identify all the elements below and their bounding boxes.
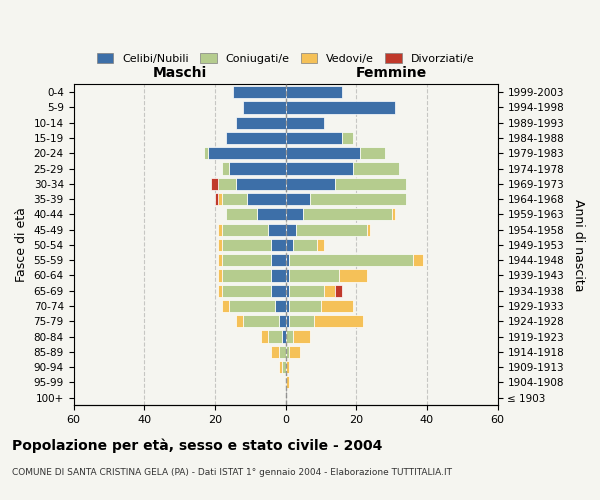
Bar [271,346,278,358]
Bar [286,132,342,144]
Bar [218,193,222,205]
Bar [335,178,406,190]
Bar [222,284,271,297]
Bar [222,162,229,174]
Bar [321,300,353,312]
Bar [229,162,286,174]
Bar [222,239,271,251]
Bar [286,254,289,266]
Bar [275,300,286,312]
Bar [310,193,406,205]
Bar [218,254,222,266]
Bar [278,346,286,358]
Bar [268,330,282,342]
Bar [222,224,268,235]
Bar [367,224,370,235]
Text: Maschi: Maschi [152,66,206,80]
Bar [286,224,296,235]
Bar [342,132,353,144]
Bar [289,346,300,358]
Bar [286,284,289,297]
Bar [261,330,268,342]
Bar [226,132,286,144]
Bar [293,239,317,251]
Bar [289,300,321,312]
Bar [222,270,271,281]
Bar [286,315,289,328]
Bar [335,284,342,297]
Bar [278,315,286,328]
Bar [286,208,303,220]
Bar [271,270,286,281]
Bar [218,178,236,190]
Bar [293,330,310,342]
Bar [289,315,314,328]
Bar [218,239,222,251]
Y-axis label: Anni di nascita: Anni di nascita [572,198,585,291]
Bar [286,361,289,373]
Legend: Celibi/Nubili, Coniugati/e, Vedovi/e, Divorziati/e: Celibi/Nubili, Coniugati/e, Vedovi/e, Di… [92,48,479,68]
Bar [353,162,399,174]
Bar [218,224,222,235]
Bar [271,239,286,251]
Bar [360,147,385,160]
Y-axis label: Fasce di età: Fasce di età [15,208,28,282]
Bar [286,147,360,160]
Bar [222,193,247,205]
Bar [236,116,286,129]
Text: Femmine: Femmine [356,66,427,80]
Bar [236,178,286,190]
Bar [233,86,286,98]
Bar [286,178,335,190]
Bar [325,284,335,297]
Bar [229,300,275,312]
Bar [286,239,293,251]
Bar [289,270,338,281]
Bar [278,361,282,373]
Bar [218,270,222,281]
Bar [271,284,286,297]
Bar [289,284,325,297]
Bar [286,162,353,174]
Bar [257,208,286,220]
Bar [222,300,229,312]
Bar [271,254,286,266]
Bar [208,147,286,160]
Bar [286,376,289,388]
Bar [338,270,367,281]
Bar [205,147,208,160]
Text: COMUNE DI SANTA CRISTINA GELA (PA) - Dati ISTAT 1° gennaio 2004 - Elaborazione T: COMUNE DI SANTA CRISTINA GELA (PA) - Dat… [12,468,452,477]
Bar [282,330,286,342]
Bar [243,315,278,328]
Bar [286,86,342,98]
Bar [286,330,293,342]
Bar [215,193,218,205]
Bar [296,224,367,235]
Bar [286,102,395,114]
Bar [286,116,325,129]
Bar [247,193,286,205]
Bar [236,315,243,328]
Bar [289,254,413,266]
Bar [243,102,286,114]
Bar [286,193,310,205]
Bar [392,208,395,220]
Bar [303,208,392,220]
Bar [413,254,424,266]
Bar [226,208,257,220]
Bar [317,239,325,251]
Bar [286,300,289,312]
Bar [282,361,286,373]
Bar [268,224,286,235]
Bar [218,284,222,297]
Bar [222,254,271,266]
Bar [211,178,218,190]
Text: Popolazione per età, sesso e stato civile - 2004: Popolazione per età, sesso e stato civil… [12,438,382,453]
Bar [286,346,289,358]
Bar [286,270,289,281]
Bar [314,315,364,328]
